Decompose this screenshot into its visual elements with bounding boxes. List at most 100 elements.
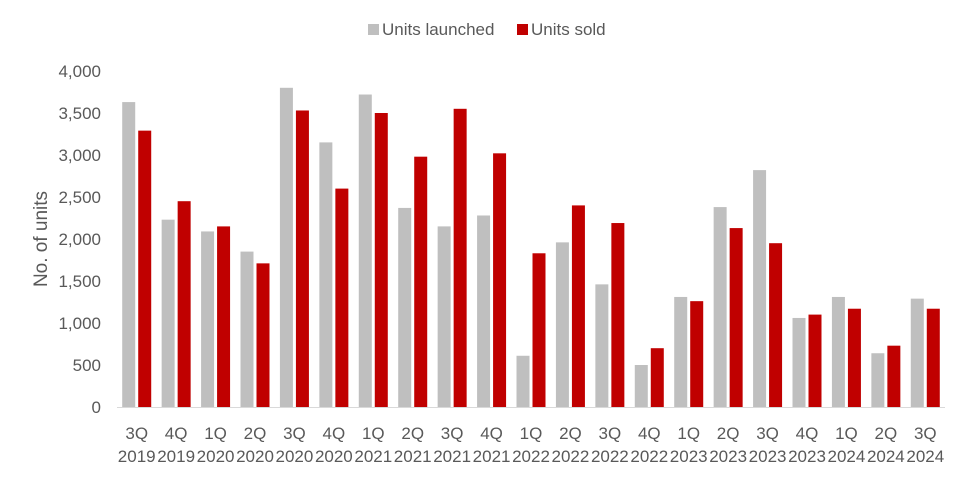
y-tick-label: 2,000: [58, 230, 101, 249]
x-tick-label-year: 2020: [236, 447, 274, 466]
legend-swatch: [517, 24, 528, 35]
x-tick-label-quarter: 4Q: [323, 424, 346, 443]
x-tick-label-year: 2022: [591, 447, 629, 466]
y-tick-label: 500: [73, 356, 101, 375]
x-tick-label-quarter: 2Q: [401, 424, 424, 443]
y-tick-label: 3,500: [58, 104, 101, 123]
bar-units-launched: [831, 296, 845, 407]
x-tick-label-year: 2022: [512, 447, 550, 466]
bar-units-sold: [414, 156, 428, 407]
bar-units-launched: [398, 207, 412, 407]
x-tick-label-quarter: 1Q: [362, 424, 385, 443]
bar-units-launched: [358, 94, 372, 408]
x-tick-label-quarter: 3Q: [125, 424, 148, 443]
legend-label: Units launched: [382, 20, 494, 39]
bar-units-launched: [516, 355, 530, 407]
bars: [122, 87, 940, 408]
bar-units-sold: [769, 243, 783, 407]
bar-units-sold: [611, 223, 625, 407]
x-tick-label-year: 2024: [867, 447, 905, 466]
bar-units-sold: [808, 314, 822, 407]
x-tick-label-year: 2023: [788, 447, 826, 466]
bar-units-sold: [571, 205, 585, 407]
bar-units-launched: [555, 242, 569, 407]
x-tick-label-quarter: 4Q: [796, 424, 819, 443]
x-tick-label-quarter: 2Q: [559, 424, 582, 443]
x-tick-label-quarter: 3Q: [283, 424, 306, 443]
y-axis-title: No. of units: [31, 191, 52, 287]
x-tick-label-year: 2022: [552, 447, 590, 466]
bar-units-sold: [374, 113, 388, 407]
y-tick-label: 1,000: [58, 314, 101, 333]
y-tick-label: 4,000: [58, 62, 101, 81]
x-tick-label-year: 2020: [315, 447, 353, 466]
bar-units-launched: [161, 219, 175, 407]
bar-units-sold: [217, 226, 231, 407]
bar-units-sold: [847, 308, 861, 407]
x-tick-label-year: 2022: [630, 447, 668, 466]
bar-units-sold: [256, 263, 270, 407]
bar-units-sold: [532, 253, 546, 407]
bar-units-sold: [926, 308, 940, 407]
x-tick-label-quarter: 1Q: [835, 424, 858, 443]
x-tick-label-year: 2021: [394, 447, 432, 466]
bar-units-launched: [674, 296, 688, 407]
bar-units-sold: [453, 108, 467, 408]
x-tick-label-quarter: 3Q: [756, 424, 779, 443]
x-tick-label-year: 2021: [473, 447, 511, 466]
x-tick-label-quarter: 1Q: [677, 424, 700, 443]
bar-units-launched: [240, 251, 254, 407]
x-tick-label-quarter: 2Q: [244, 424, 267, 443]
legend: Units launched Units sold: [368, 20, 606, 39]
x-tick-label-quarter: 4Q: [638, 424, 661, 443]
legend-label: Units sold: [531, 20, 606, 39]
x-tick-label-quarter: 2Q: [875, 424, 898, 443]
x-tick-label-quarter: 4Q: [480, 424, 503, 443]
x-tick-label-year: 2020: [197, 447, 235, 466]
bar-units-sold: [690, 301, 704, 407]
bar-units-sold: [887, 345, 901, 407]
x-tick-label-year: 2019: [118, 447, 156, 466]
x-tick-label-quarter: 3Q: [599, 424, 622, 443]
bar-units-launched: [201, 231, 215, 407]
x-tick-label-year: 2023: [670, 447, 708, 466]
bar-units-sold: [177, 201, 191, 407]
y-tick-label: 1,500: [58, 272, 101, 291]
x-axis-labels: 3Q 2019 4Q 2019 1Q 2020 2Q 2020 3Q 2020 4Q 2020 1Q 20…: [118, 424, 944, 466]
x-tick-label-quarter: 1Q: [204, 424, 227, 443]
x-tick-label-year: 2024: [828, 447, 866, 466]
bar-units-launched: [753, 170, 767, 407]
y-tick-label: 3,000: [58, 146, 101, 165]
x-tick-label-year: 2021: [354, 447, 392, 466]
bar-units-sold: [493, 153, 507, 407]
bar-units-launched: [792, 317, 806, 407]
bar-units-launched: [713, 207, 727, 407]
bar-units-launched: [437, 226, 451, 407]
bar-units-launched: [319, 142, 333, 407]
x-tick-label-year: 2019: [157, 447, 195, 466]
bar-units-launched: [122, 102, 136, 407]
legend-swatch: [368, 24, 379, 35]
x-tick-label-year: 2023: [709, 447, 747, 466]
y-tick-label: 2,500: [58, 188, 101, 207]
y-tick-label: 0: [92, 398, 101, 417]
x-tick-label-quarter: 1Q: [520, 424, 543, 443]
bar-units-launched: [279, 87, 293, 408]
bar-units-launched: [871, 353, 885, 407]
x-tick-label-quarter: 3Q: [914, 424, 937, 443]
bar-units-launched: [910, 298, 924, 407]
x-tick-label-year: 2023: [749, 447, 787, 466]
bar-units-launched: [634, 365, 648, 407]
bar-units-launched: [477, 215, 491, 407]
x-tick-label-year: 2021: [433, 447, 471, 466]
x-tick-label-year: 2024: [906, 447, 944, 466]
bar-units-sold: [729, 228, 743, 407]
x-tick-label-quarter: 4Q: [165, 424, 188, 443]
bar-units-launched: [595, 284, 609, 407]
bar-units-sold: [335, 188, 349, 407]
x-tick-label-quarter: 2Q: [717, 424, 740, 443]
y-axis-ticks: 0 500 1,000 1,500 2,000 2,500 3,000 3,500 4,000: [58, 62, 101, 417]
x-tick-label-quarter: 3Q: [441, 424, 464, 443]
bar-units-sold: [295, 110, 309, 407]
